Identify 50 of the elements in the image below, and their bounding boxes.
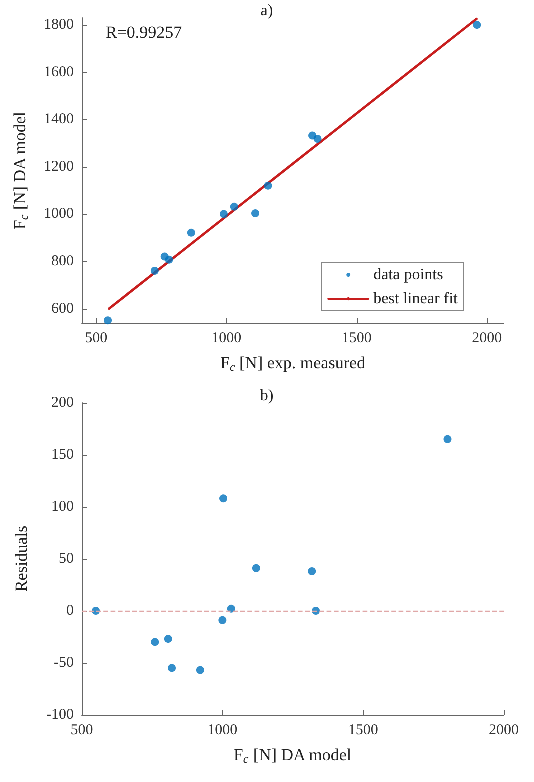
point <box>104 316 112 325</box>
point <box>220 494 228 503</box>
y-tick-label: 1600 <box>44 64 74 80</box>
y-axis-title: Residuals <box>12 526 31 592</box>
point <box>168 664 176 672</box>
point <box>314 135 322 144</box>
point <box>230 202 238 211</box>
point <box>196 666 204 674</box>
point <box>164 635 172 644</box>
x-tick-label: 1500 <box>348 722 378 738</box>
x-tick-label: 2000 <box>472 330 502 346</box>
y-tick-label: 200 <box>52 395 74 411</box>
x-tick-label: 2000 <box>489 722 519 738</box>
point <box>187 228 196 237</box>
y-tick-label: 0 <box>66 603 74 619</box>
point <box>150 266 159 275</box>
point <box>151 638 160 646</box>
point <box>220 210 228 218</box>
x-tick-label: 1500 <box>342 330 372 346</box>
y-tick-label: 1000 <box>44 206 74 222</box>
y-tick-label: 1400 <box>44 112 74 128</box>
y-tick-label: 100 <box>52 499 74 515</box>
x-tick-label: 1000 <box>208 722 238 738</box>
y-tick-label: 50 <box>59 551 74 567</box>
x-tick-label: 500 <box>85 330 108 346</box>
point <box>473 21 482 30</box>
y-tick-label: 600 <box>52 300 74 317</box>
legend-label: data points <box>374 266 444 284</box>
y-tick-label: -50 <box>54 655 74 671</box>
x-tick-label: 500 <box>70 722 94 738</box>
chart-title: b) <box>260 388 274 404</box>
x-tick-label: 1000 <box>212 330 242 346</box>
point <box>444 435 452 444</box>
y-tick-label: 150 <box>52 447 74 463</box>
point <box>308 567 316 576</box>
point <box>218 616 227 624</box>
y-tick-label: 800 <box>52 254 74 270</box>
point <box>227 604 236 613</box>
point <box>264 182 272 190</box>
y-tick-label: 1200 <box>44 158 74 175</box>
point <box>252 564 260 572</box>
legend-label: best linear fit <box>374 290 459 308</box>
point <box>165 256 174 264</box>
y-tick-label: -100 <box>46 707 74 723</box>
point <box>251 210 260 218</box>
y-axis-title: Fc [N] DA model <box>10 112 31 230</box>
y-tick-label: 1800 <box>44 17 74 34</box>
chart-title: a) <box>260 2 274 20</box>
annotation: R=0.99257 <box>106 23 183 42</box>
point <box>312 607 320 615</box>
